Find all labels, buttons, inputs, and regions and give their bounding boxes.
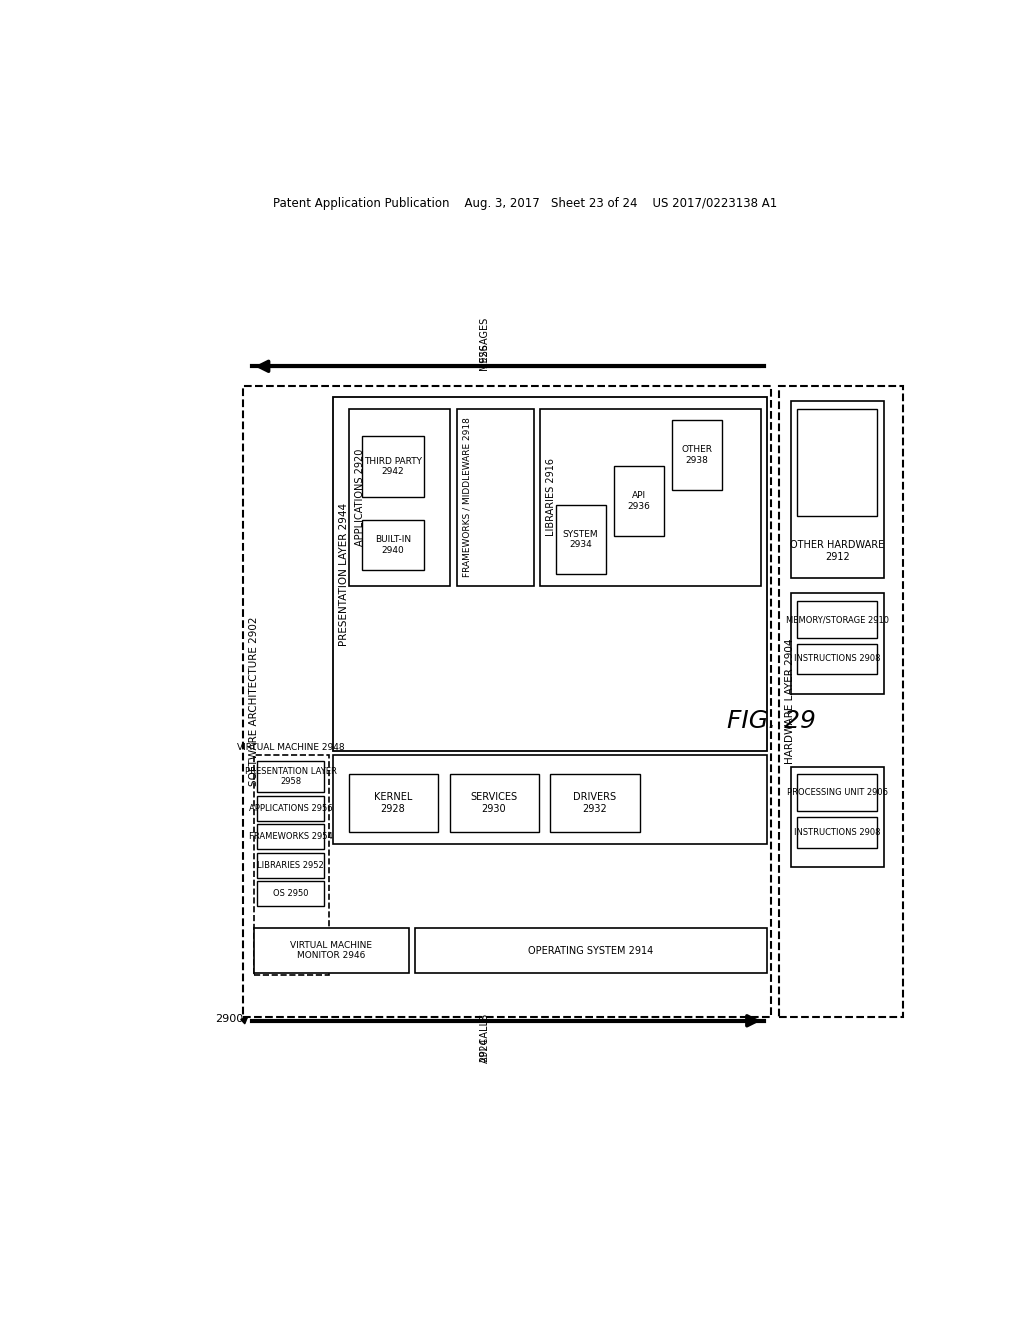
Bar — [556, 506, 606, 574]
Text: MESSAGES: MESSAGES — [479, 317, 489, 370]
Text: 2924: 2924 — [479, 1038, 489, 1063]
Text: BUILT-IN
2940: BUILT-IN 2940 — [375, 535, 411, 554]
Text: 2926: 2926 — [479, 343, 489, 368]
Bar — [349, 775, 438, 832]
Text: KERNEL
2928: KERNEL 2928 — [374, 792, 413, 813]
Bar — [415, 928, 767, 973]
Bar — [362, 520, 424, 570]
Text: 2900: 2900 — [215, 1014, 243, 1024]
Text: DRIVERS
2932: DRIVERS 2932 — [573, 792, 616, 813]
Text: LIBRARIES 2916: LIBRARIES 2916 — [546, 458, 556, 536]
Text: OS 2950: OS 2950 — [273, 890, 308, 898]
Bar — [779, 385, 903, 1016]
Text: PROCESSING UNIT 2906: PROCESSING UNIT 2906 — [786, 788, 888, 797]
Bar — [450, 775, 539, 832]
Bar — [797, 817, 878, 847]
Text: Patent Application Publication    Aug. 3, 2017   Sheet 23 of 24    US 2017/02231: Patent Application Publication Aug. 3, 2… — [272, 197, 777, 210]
Bar — [457, 409, 535, 586]
Bar — [672, 420, 722, 490]
Text: VIRTUAL MACHINE 2948: VIRTUAL MACHINE 2948 — [237, 743, 344, 752]
Text: OTHER HARDWARE
2912: OTHER HARDWARE 2912 — [790, 540, 885, 562]
Text: HARDWARE LAYER 2904: HARDWARE LAYER 2904 — [784, 639, 795, 764]
Bar — [334, 397, 767, 751]
Text: FRAMEWORKS / MIDDLEWARE 2918: FRAMEWORKS / MIDDLEWARE 2918 — [463, 417, 472, 577]
Text: API CALLS: API CALLS — [479, 1014, 489, 1063]
Bar — [257, 796, 324, 821]
Bar — [797, 644, 878, 675]
Text: PRESENTATION LAYER
2958: PRESENTATION LAYER 2958 — [245, 767, 337, 787]
Text: FRAMEWORKS 2954: FRAMEWORKS 2954 — [249, 833, 333, 841]
Text: FIG. 29: FIG. 29 — [727, 709, 816, 733]
Text: APPLICATIONS 2956: APPLICATIONS 2956 — [249, 804, 333, 813]
Text: INSTRUCTIONS 2908: INSTRUCTIONS 2908 — [794, 655, 881, 664]
Bar — [791, 401, 884, 578]
Bar — [257, 825, 324, 849]
Bar — [797, 601, 878, 638]
Bar — [254, 755, 329, 974]
Bar — [243, 385, 771, 1016]
Text: LIBRARIES 2952: LIBRARIES 2952 — [257, 861, 325, 870]
Bar — [550, 775, 640, 832]
Bar — [257, 762, 324, 792]
Bar — [791, 594, 884, 693]
Text: INSTRUCTIONS 2908: INSTRUCTIONS 2908 — [794, 828, 881, 837]
Bar — [257, 882, 324, 906]
Text: APPLICATIONS 2920: APPLICATIONS 2920 — [354, 449, 365, 546]
Bar — [541, 409, 761, 586]
Bar — [791, 767, 884, 867]
Text: OTHER
2938: OTHER 2938 — [681, 445, 713, 465]
Bar — [797, 409, 878, 516]
Text: THIRD PARTY
2942: THIRD PARTY 2942 — [365, 457, 422, 477]
Bar — [614, 466, 665, 536]
Bar — [362, 436, 424, 498]
Bar — [334, 755, 767, 843]
Bar — [254, 928, 409, 973]
Text: MEMORY/STORAGE 2910: MEMORY/STORAGE 2910 — [785, 615, 889, 624]
Text: PRESENTATION LAYER 2944: PRESENTATION LAYER 2944 — [339, 503, 349, 645]
Text: OPERATING SYSTEM 2914: OPERATING SYSTEM 2914 — [528, 945, 653, 956]
Text: SYSTEM
2934: SYSTEM 2934 — [563, 529, 598, 549]
Text: SERVICES
2930: SERVICES 2930 — [470, 792, 517, 813]
Text: API
2936: API 2936 — [628, 491, 650, 511]
Bar — [349, 409, 450, 586]
Bar — [257, 853, 324, 878]
Text: SOFTWARE ARCHITECTURE 2902: SOFTWARE ARCHITECTURE 2902 — [249, 616, 258, 785]
Text: VIRTUAL MACHINE
MONITOR 2946: VIRTUAL MACHINE MONITOR 2946 — [290, 941, 372, 961]
Bar — [797, 775, 878, 812]
